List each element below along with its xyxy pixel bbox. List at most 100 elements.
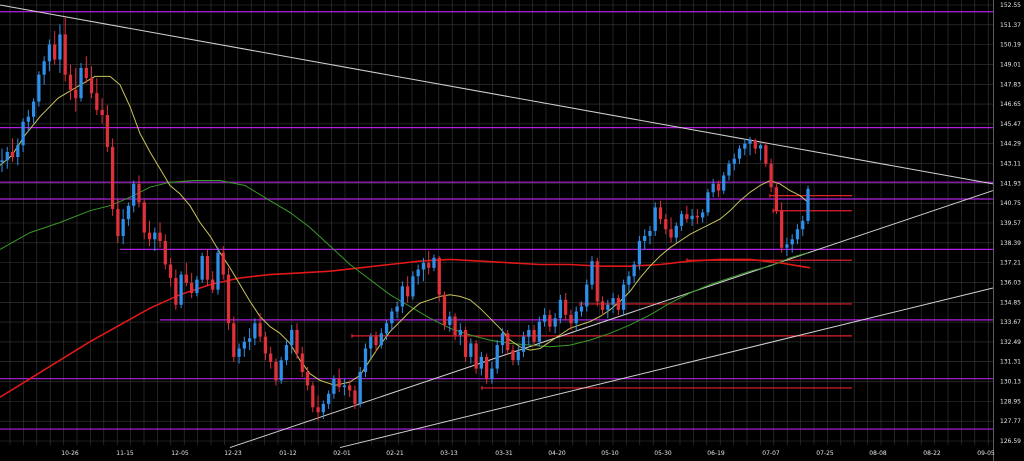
candle-body-down bbox=[695, 215, 700, 218]
candle-body-down bbox=[63, 34, 67, 75]
date-tick-label: 05-10 bbox=[601, 450, 619, 457]
candle-body-up bbox=[200, 256, 204, 280]
price-axis: 152.55 151.37 150.19 149.01 147.83 146.65 145.… bbox=[1000, 2, 1021, 445]
candle-body-down bbox=[174, 277, 178, 305]
candle-body-up bbox=[358, 371, 362, 404]
candle-body-up bbox=[732, 158, 736, 164]
candle-body-up bbox=[490, 368, 494, 379]
candle-body-up bbox=[242, 341, 246, 349]
candle-body-up bbox=[701, 212, 705, 218]
candle-body-up bbox=[585, 284, 589, 307]
ma-mid-line bbox=[0, 180, 809, 348]
candle-body-up bbox=[395, 306, 399, 312]
candle-body-up bbox=[5, 151, 9, 161]
candle-body-down bbox=[74, 89, 78, 99]
candle-body-up bbox=[42, 61, 46, 75]
date-tick-label: 11-15 bbox=[116, 450, 134, 457]
price-tick-label: 151.37 bbox=[1000, 22, 1021, 29]
candle-body-down bbox=[764, 145, 768, 164]
candle-body-up bbox=[516, 351, 520, 361]
price-tick-label: 133.67 bbox=[1000, 319, 1021, 326]
price-tick-label: 132.49 bbox=[1000, 339, 1021, 346]
price-tick-label: 147.83 bbox=[1000, 81, 1021, 88]
candle-body-down bbox=[569, 314, 573, 324]
candle-body-down bbox=[190, 282, 194, 294]
date-tick-label: 02-01 bbox=[333, 450, 351, 457]
candle-body-down bbox=[658, 207, 663, 220]
date-tick-label: 12-05 bbox=[171, 450, 189, 457]
candle-body-down bbox=[305, 371, 310, 386]
candle-body-up bbox=[579, 306, 584, 312]
candle-body-up bbox=[469, 343, 473, 357]
price-tick-label: 145.47 bbox=[1000, 121, 1021, 128]
candle-body-down bbox=[300, 353, 304, 372]
price-tick-label: 136.03 bbox=[1000, 279, 1021, 286]
candle-body-up bbox=[58, 34, 62, 60]
candle-body-up bbox=[537, 321, 541, 342]
candle-body-up bbox=[379, 333, 383, 346]
moving-averages bbox=[0, 75, 811, 398]
price-tick-label: 134.85 bbox=[1000, 299, 1021, 306]
candle-body-up bbox=[643, 235, 647, 241]
candle-body-up bbox=[627, 276, 631, 285]
candle-body-down bbox=[406, 286, 410, 297]
trendline bbox=[0, 4, 994, 185]
candle-body-down bbox=[147, 232, 152, 240]
candle-body-up bbox=[416, 269, 420, 277]
candle-body-down bbox=[548, 314, 552, 327]
candle-body-down bbox=[269, 353, 273, 362]
candle-body-down bbox=[100, 109, 104, 116]
candle-body-down bbox=[506, 333, 510, 351]
candle-body-down bbox=[769, 163, 773, 188]
candle-body-down bbox=[274, 361, 278, 381]
candle-body-up bbox=[706, 192, 710, 213]
candle-body-down bbox=[753, 140, 757, 149]
candle-body-up bbox=[253, 323, 257, 339]
candle-body-up bbox=[126, 205, 131, 220]
candle-body-up bbox=[16, 145, 20, 157]
candle-body-down bbox=[353, 390, 357, 404]
candle-body-down bbox=[226, 274, 231, 324]
price-tick-label: 144.29 bbox=[1000, 141, 1021, 148]
candle-body-up bbox=[0, 160, 4, 163]
candle-body-up bbox=[21, 121, 25, 146]
candle-body-down bbox=[84, 67, 88, 79]
candle-body-up bbox=[795, 229, 800, 240]
candle-body-down bbox=[137, 183, 141, 203]
candle-body-down bbox=[600, 301, 605, 310]
candle-body-up bbox=[632, 264, 636, 277]
date-axis: 10-26 11-15 12-05 12-23 01-12 02-01 02-21 03-13… bbox=[61, 450, 995, 457]
candle-body-down bbox=[142, 202, 146, 233]
candle-body-up bbox=[279, 360, 283, 381]
candle-body-up bbox=[679, 214, 684, 226]
price-tick-label: 139.57 bbox=[1000, 220, 1021, 227]
candle-body-down bbox=[205, 256, 210, 280]
candle-body-up bbox=[521, 336, 526, 352]
candle-body-up bbox=[458, 329, 462, 336]
candle-body-down bbox=[168, 264, 173, 278]
date-tick-label: 03-13 bbox=[440, 450, 458, 457]
trendline bbox=[229, 190, 994, 449]
price-tick-label: 146.65 bbox=[1000, 101, 1021, 108]
candle-body-up bbox=[321, 403, 325, 413]
candle-body-down bbox=[669, 229, 673, 238]
support-resistance-levels bbox=[0, 11, 993, 430]
candle-body-down bbox=[348, 385, 352, 391]
candle-body-down bbox=[616, 298, 620, 310]
date-tick-label: 01-12 bbox=[279, 450, 297, 457]
ma-fast-line bbox=[0, 75, 809, 386]
candle-body-up bbox=[179, 274, 183, 305]
candle-body-down bbox=[116, 209, 120, 236]
candle-body-up bbox=[153, 232, 157, 240]
candle-body-down bbox=[664, 219, 668, 230]
candle-body-up bbox=[47, 44, 52, 62]
price-tick-label: 138.39 bbox=[1000, 240, 1021, 247]
candle-body-down bbox=[68, 74, 73, 90]
grid bbox=[0, 0, 993, 445]
candle-body-down bbox=[780, 210, 784, 248]
candle-body-up bbox=[806, 188, 810, 221]
candle-body-up bbox=[432, 257, 436, 268]
candle-body-up bbox=[500, 333, 505, 346]
